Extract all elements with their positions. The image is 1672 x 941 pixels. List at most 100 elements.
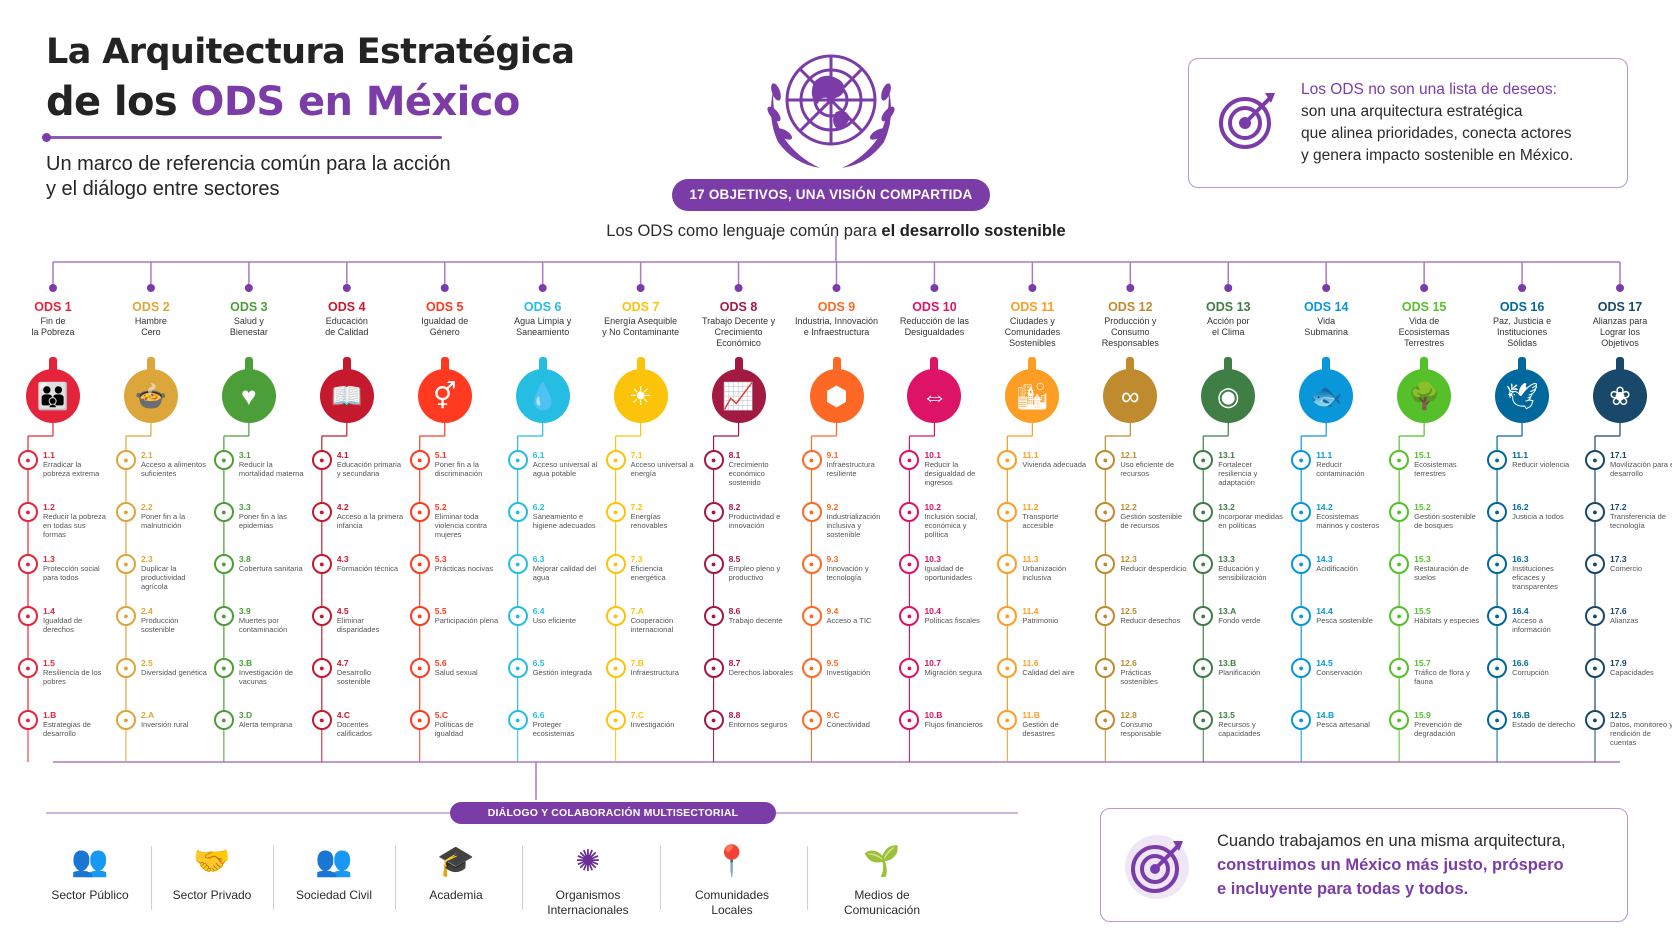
ods-target[interactable]: ● 6.6 Proteger ecosistemas (507, 710, 600, 738)
ods-target[interactable]: ● 1.2 Reducir la pobreza en todas sus form… (18, 502, 110, 539)
ods-target[interactable]: ● 10.B Flujos financieros (899, 710, 991, 730)
ods-target[interactable]: ● 9.1 Infraestructura resiliente (801, 450, 894, 478)
ods-target[interactable]: ● 7.3 Eficiencia energética (605, 554, 698, 582)
ods-target[interactable]: ● 15.1 Ecosistemas terrestres (1389, 450, 1481, 478)
ods-target[interactable]: ● 13.3 Educación y sensibilización (1193, 554, 1285, 582)
sector-item[interactable]: 📍 Comunidades Locales (672, 842, 792, 917)
ods-target[interactable]: ● 12.6 Prácticas sostenibles (1095, 658, 1187, 686)
ods-target[interactable]: ● 14.3 Acidificación (1291, 554, 1383, 574)
ods-target[interactable]: ● 9.5 Investigación (801, 658, 894, 678)
ods-target[interactable]: ● 17.6 Alianzas (1585, 606, 1672, 626)
ods-target[interactable]: ● 4.3 Formación técnica (311, 554, 404, 574)
ods-goal-icon[interactable]: 💧 (515, 357, 570, 423)
ods-goal-icon[interactable]: ☀ (613, 357, 668, 423)
ods-target[interactable]: ● 11.6 Calidad del aire (997, 658, 1089, 678)
ods-target[interactable]: ● 4.1 Educación primaria y secundaria (311, 450, 404, 478)
ods-target[interactable]: ● 3.8 Cobertura sanitaria (213, 554, 306, 574)
ods-target[interactable]: ● 15.3 Restauración de suelos (1389, 554, 1481, 582)
ods-target[interactable]: ● 10.2 Inclusión social, económica y polít… (899, 502, 991, 539)
ods-target[interactable]: ● 8.2 Productividad e innovación (703, 502, 796, 530)
ods-target[interactable]: ● 17.3 Comercio (1585, 554, 1672, 574)
ods-target[interactable]: ● 1.3 Protección social para todos (18, 554, 110, 582)
ods-target[interactable]: ● 9.4 Acceso a TIC (801, 606, 894, 626)
ods-target[interactable]: ● 6.3 Mejorar calidad del agua (507, 554, 600, 582)
ods-target[interactable]: ● 4.2 Acceso a la primera infancia (311, 502, 404, 530)
ods-target[interactable]: ● 9.3 Innovación y tecnología (801, 554, 894, 582)
ods-target[interactable]: ● 8.1 Crecimiento económico sostenido (703, 450, 796, 487)
sector-item[interactable]: 🎓 Academia (396, 842, 516, 903)
ods-goal-icon[interactable]: ⚥ (417, 357, 472, 423)
ods-target[interactable]: ● 3.9 Muertes por contaminación (213, 606, 306, 634)
ods-target[interactable]: ● 5.6 Salud sexual (409, 658, 502, 678)
ods-target[interactable]: ● 6.4 Uso eficiente (507, 606, 600, 626)
ods-target[interactable]: ● 9.C Conectividad (801, 710, 894, 730)
ods-target[interactable]: ● 11.1 Vivienda adecuada (997, 450, 1089, 470)
ods-target[interactable]: ● 16.2 Justicia a todos (1487, 502, 1579, 522)
ods-goal-icon[interactable]: ⇔ (907, 357, 962, 423)
ods-target[interactable]: ● 3.1 Reducir la mortalidad materna (213, 450, 306, 478)
ods-goal-icon[interactable]: 🏙 (1005, 357, 1060, 423)
ods-target[interactable]: ● 12.5 Reducir desechos (1095, 606, 1187, 626)
ods-target[interactable]: ● 12.8 Consumo responsable (1095, 710, 1187, 738)
ods-target[interactable]: ● 7.C Investigación (605, 710, 698, 730)
ods-target[interactable]: ● 10.4 Políticas fiscales (899, 606, 991, 626)
ods-goal-icon[interactable]: 📖 (319, 357, 374, 423)
ods-target[interactable]: ● 3.3 Poner fin a las epidemias (213, 502, 306, 530)
ods-target[interactable]: ● 11.2 Transporte accesible (997, 502, 1089, 530)
ods-target[interactable]: ● 2.2 Poner fin a la malnutrición (115, 502, 208, 530)
ods-target[interactable]: ● 8.6 Trabajo decente (703, 606, 796, 626)
ods-target[interactable]: ● 1.1 Erradicar la pobreza extrema (18, 450, 110, 478)
ods-target[interactable]: ● 12.3 Reducir desperdicio (1095, 554, 1187, 574)
ods-target[interactable]: ● 15.9 Prevención de degradación (1389, 710, 1481, 738)
ods-goal-icon[interactable]: ⬢ (809, 357, 864, 423)
ods-target[interactable]: ● 12.1 Uso eficiente de recursos (1095, 450, 1187, 478)
ods-goal-icon[interactable]: ∞ (1103, 357, 1158, 423)
ods-target[interactable]: ● 11.1 Reducir contaminación (1291, 450, 1383, 478)
ods-target[interactable]: ● 13.A Fondo verde (1193, 606, 1285, 626)
ods-target[interactable]: ● 13.1 Fortalecer resiliencia y adaptación (1193, 450, 1285, 487)
sector-item[interactable]: ✺ Organismos Internacionales (528, 842, 648, 917)
ods-target[interactable]: ● 11.B Gestión de desastres (997, 710, 1089, 738)
ods-goal-icon[interactable]: ♥ (221, 357, 276, 423)
ods-target[interactable]: ● 1.5 Resiliencia de los pobres (18, 658, 110, 686)
ods-target[interactable]: ● 2.4 Producción sostenible (115, 606, 208, 634)
ods-target[interactable]: ● 17.9 Capacidades (1585, 658, 1672, 678)
ods-target[interactable]: ● 3.B Investigación de vacunas (213, 658, 306, 686)
ods-target[interactable]: ● 7.A Cooperación internacional (605, 606, 698, 634)
ods-goal-icon[interactable]: 🐟 (1299, 357, 1354, 423)
ods-target[interactable]: ● 14.B Pesca artesanal (1291, 710, 1383, 730)
ods-target[interactable]: ● 10.1 Reducir la desigualdad de ingresos (899, 450, 991, 487)
ods-target[interactable]: ● 4.5 Eliminar disparidades (311, 606, 404, 634)
ods-target[interactable]: ● 14.5 Conservación (1291, 658, 1383, 678)
ods-goal-icon[interactable]: 📈 (711, 357, 766, 423)
ods-target[interactable]: ● 14.2 Ecosistemas marinos y costeros (1291, 502, 1383, 530)
ods-target[interactable]: ● 2.5 Diversidad genética (115, 658, 208, 678)
ods-target[interactable]: ● 11.4 Patrimonio (997, 606, 1089, 626)
ods-goal-icon[interactable]: 🌳 (1397, 357, 1452, 423)
ods-target[interactable]: ● 3.D Alerta temprana (213, 710, 306, 730)
ods-target[interactable]: ● 14.4 Pesca sostenible (1291, 606, 1383, 626)
ods-goal-icon[interactable]: 🕊 (1495, 357, 1550, 423)
ods-target[interactable]: ● 10.3 Igualdad de oportunidades (899, 554, 991, 582)
ods-target[interactable]: ● 15.2 Gestión sostenible de bosques (1389, 502, 1481, 530)
ods-target[interactable]: ● 10.7 Migración segura (899, 658, 991, 678)
ods-target[interactable]: ● 5.2 Eliminar toda violencia contra mujer… (409, 502, 502, 539)
ods-target[interactable]: ● 15.7 Tráfico de flora y fauna (1389, 658, 1481, 686)
sector-item[interactable]: 🤝 Sector Privado (152, 842, 272, 903)
ods-target[interactable]: ● 7.B Infraestructura (605, 658, 698, 678)
ods-target[interactable]: ● 2.A Inversión rural (115, 710, 208, 730)
ods-target[interactable]: ● 13.5 Recursos y capacidades (1193, 710, 1285, 738)
ods-target[interactable]: ● 13.2 Incorporar medidas en políticas (1193, 502, 1285, 530)
ods-target[interactable]: ● 12.5 Datos, monitoreo y rendición de cue… (1585, 710, 1672, 747)
ods-goal-icon[interactable]: 👪 (26, 357, 80, 423)
ods-target[interactable]: ● 6.5 Gestión integrada (507, 658, 600, 678)
ods-target[interactable]: ● 13.B Planificación (1193, 658, 1285, 678)
ods-target[interactable]: ● 1.B Estrategias de desarrollo (18, 710, 110, 738)
ods-target[interactable]: ● 4.C Docentes calificados (311, 710, 404, 738)
ods-target[interactable]: ● 16.4 Acceso a información (1487, 606, 1579, 634)
ods-target[interactable]: ● 16.3 Instituciones eficaces y transparen… (1487, 554, 1579, 591)
ods-target[interactable]: ● 17.2 Transferencia de tecnología (1585, 502, 1672, 530)
ods-target[interactable]: ● 6.1 Acceso universal al agua potable (507, 450, 600, 478)
sector-item[interactable]: 👥 Sector Público (30, 842, 150, 903)
ods-target[interactable]: ● 11.3 Urbanización inclusiva (997, 554, 1089, 582)
